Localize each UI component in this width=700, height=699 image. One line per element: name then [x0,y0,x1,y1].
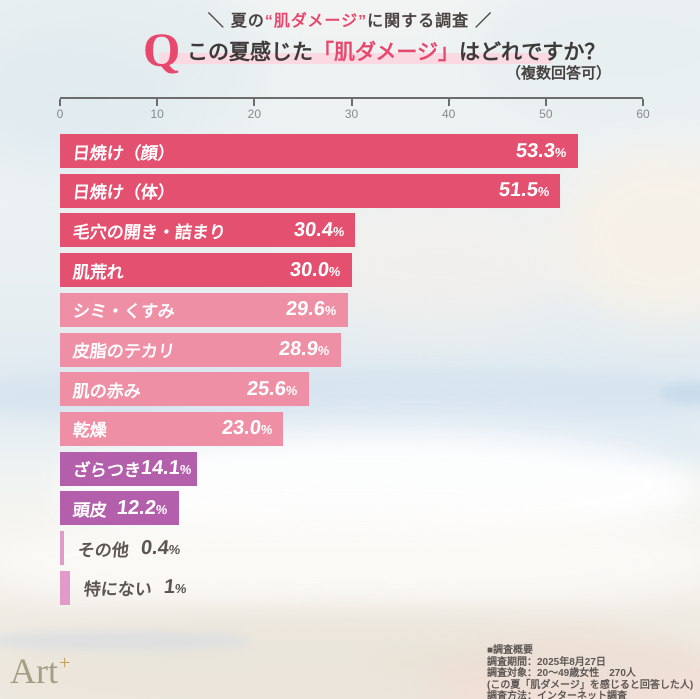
percent-sign: % [331,223,346,239]
bar-value-label: 30.0% [289,259,342,282]
percent-sign: % [536,184,551,200]
survey-overview-line: 調査方法：インターネット調査 [487,691,627,699]
art-plus-logo: Art+ [10,653,70,689]
survey-overview-line: 調査対象：20〜49歳女性 270人 [487,668,636,679]
axis-tick [642,99,644,106]
bar-value-number: 30.4 [292,218,335,241]
axis-tick-label: 30 [344,107,359,121]
bar-value-label: 53.3% [515,140,568,163]
bar-row: ざらつき 14.1% [60,451,197,486]
bar-category-label: 特にない [82,580,153,600]
bar-value-label: 25.6% [246,378,299,401]
question-highlight-strip [159,53,551,64]
axis-tick [350,99,353,106]
bar-value-number: 29.6 [285,298,327,321]
bar-value-label: 0.4% [140,537,182,560]
percent-sign: % [179,462,193,478]
banner-text-post: に関する調査 [367,13,470,30]
bar-value-label: 28.9% [278,338,331,361]
chart-axis: 0 10 20 30 40 50 60 [57,97,650,121]
bar-category-label: 皮脂のテカリ [71,342,176,361]
survey-overview-heading: ■調査概要 [487,645,534,656]
bar-row: 肌の赤み 25.6% [60,372,309,407]
percent-sign: % [260,422,274,438]
bar-row [60,570,70,605]
percent-sign: % [167,541,182,557]
bar-category-label: 肌の赤み [71,381,142,401]
banner-text-emph: “肌ダメージ” [264,13,368,30]
percent-sign: % [317,343,331,358]
percent-sign: % [173,581,188,597]
decorative-slash: ／ [475,13,493,30]
bar-category-label: 乾燥 [71,421,108,441]
bar-value-label: 29.6% [285,298,338,321]
bar-category-label: 毛穴の開き・詰まり [71,222,227,242]
bar-category-label: 頭皮 [71,500,108,520]
bar-row: 皮脂のテカリ 28.9% [60,332,341,367]
percent-sign: % [328,263,342,279]
banner-text-pre: 夏の [230,13,265,30]
percent-sign: % [554,144,568,160]
bar-value-label: 51.5% [498,179,551,202]
logo-text: Art [10,651,58,691]
banner-title: ＼ 夏の“肌ダメージ”に関する調査 ／ [0,7,700,31]
axis-tick [447,99,450,106]
survey-overview: ■調査概要 調査期間：2025年8月27日 調査対象：20〜49歳女性 270人… [487,645,693,699]
percent-sign: % [155,501,169,517]
bar-value-label: 12.2% [116,497,169,520]
multiple-answers-note: （複数回答可） [506,65,612,82]
bar-outside-label: 特にない 1% [82,571,187,605]
bar-value-label: 30.4% [293,219,346,242]
bar-value-number: 28.9 [278,338,320,360]
bar-row: 日焼け（体） 51.5% [60,173,561,208]
axis-tick-label: 40 [441,107,456,121]
bar-row: 乾燥 23.0% [60,411,284,446]
axis-tick [544,99,547,106]
bar-category-label: 肌荒れ [71,262,125,282]
bar-value-number: 30.0 [288,258,331,281]
bar-category-label: シミ・くすみ [71,302,176,322]
logo-plus-sign: + [59,652,71,674]
decorative-backslash: ＼ [207,13,225,30]
question-text-emph: 「肌ダメージ」 [313,41,459,64]
axis-tick-label: 60 [636,107,650,121]
survey-overview-line: (この夏「肌ダメージ」を感じると回答した人) [487,679,694,691]
bar-value-number: 12.2 [115,496,158,519]
bar-outside-label: その他 0.4% [76,531,182,565]
bar-row: 肌荒れ 30.0% [60,253,352,288]
axis-tick-label: 20 [247,107,261,121]
bar-category-label: 日焼け（顔） [71,143,176,163]
bar-value-number: 14.1 [139,457,182,480]
axis-tick [253,99,256,106]
question-text-pre: この夏感じた [187,41,313,64]
bar-category-label: 日焼け（体） [71,183,176,203]
survey-overview-line: 調査期間：2025年8月27日 [487,656,606,668]
bar-value-number: 53.3 [515,139,557,162]
bar-value-label: 1% [162,576,187,599]
bar-value-number: 23.0 [220,417,263,440]
bar-row: 日焼け（顔） 53.3% [60,134,578,168]
bar-value-label: 23.0% [221,417,274,440]
axis-tick-label: 10 [150,107,164,121]
bar-row: 頭皮 12.2% [60,491,179,526]
axis-tick-label: 0 [56,107,64,121]
bar-category-label: ざらつき [71,461,142,481]
bar-value-number: 51.5 [497,179,540,202]
axis-tick [59,99,61,106]
bar-row: シミ・くすみ 29.6% [60,292,348,327]
percent-sign: % [285,382,299,398]
question-q-mark: Q [143,24,181,77]
bar-value-number: 25.6 [246,377,288,400]
bar-row [60,531,64,565]
axis-tick [156,99,159,106]
bar-category-label: その他 [76,540,130,560]
bar-value-label: 14.1% [140,457,193,480]
percent-sign: % [324,303,338,319]
bar-value-number: 0.4 [139,536,171,559]
bar-row: 毛穴の開き・詰まり 30.4% [60,213,356,248]
axis-tick-label: 50 [539,107,553,121]
question-text-post: はどれですか？ [458,41,606,64]
